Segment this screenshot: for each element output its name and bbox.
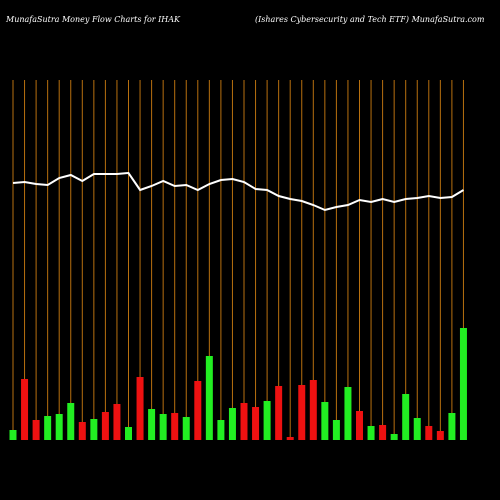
flow-bar [379,425,387,440]
flow-bar [309,380,317,440]
flow-bar [194,381,202,440]
flow-bar [436,431,444,440]
flow-bar [90,419,98,440]
flow-bar [448,413,456,440]
flow-bar [321,402,329,440]
chart-subtitle: (Ishares Cybersecurity and Tech ETF) Mun… [255,15,485,24]
flow-bar [9,430,17,440]
price-line [12,171,465,212]
flow-bar [171,413,179,440]
flow-bar [459,328,467,440]
flow-bar [344,387,352,440]
flow-bar [390,434,398,440]
flow-bar [44,416,52,440]
flow-bar [205,356,213,440]
flow-bar [356,411,363,440]
flow-bar [159,414,167,440]
flow-bar [101,412,109,440]
chart-title: MunafaSutra Money Flow Charts for IHAK [5,15,181,24]
flow-bar [286,437,294,440]
flow-bar [136,377,144,440]
flow-bar [425,426,433,440]
flow-bar [240,403,248,440]
flow-bar [332,420,340,440]
flow-bar [413,418,421,440]
flow-bar [252,407,260,440]
flow-bar [275,386,283,440]
flow-bar [55,414,63,440]
flow-bar [78,422,86,440]
flow-bar [402,394,410,440]
flow-bar [263,401,271,440]
flow-bar [367,426,375,440]
flow-bar [21,379,29,440]
flow-bar [182,417,190,440]
flow-bar [125,427,132,440]
flow-bar [228,408,236,440]
flow-bar [148,409,156,440]
flow-bar [67,403,75,440]
flow-bar [217,420,225,440]
flow-bar [298,385,306,440]
flow-bar [32,420,40,440]
flow-bar [113,404,121,440]
